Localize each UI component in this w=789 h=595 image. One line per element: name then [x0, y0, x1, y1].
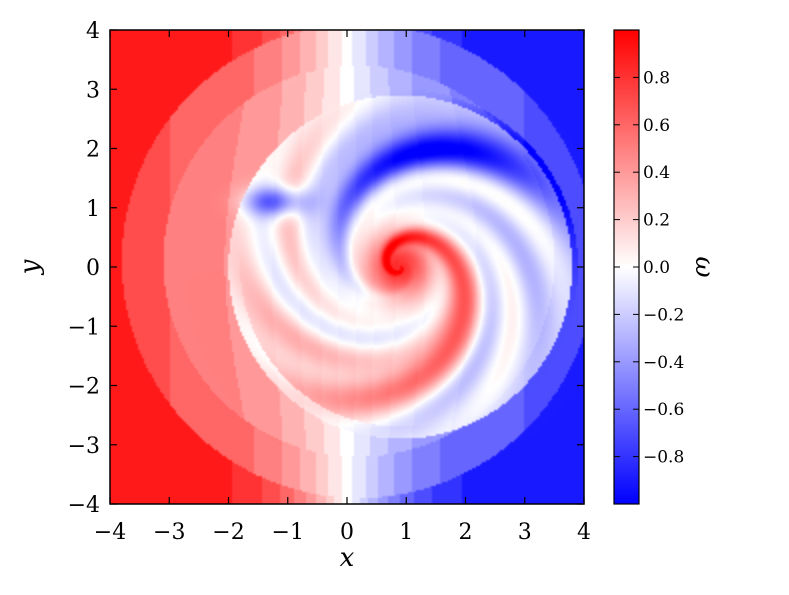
y-tick-label: 4: [86, 19, 100, 44]
y-tick-label: 0: [86, 256, 100, 281]
x-tick-label: 2: [459, 520, 473, 545]
colorbar-tick-label: 0.2: [643, 211, 670, 231]
y-tick-label: 3: [86, 78, 100, 103]
colorbar-label: ω: [689, 256, 719, 277]
colorbar-tick-label: −0.6: [643, 400, 684, 420]
x-tick-label: −2: [212, 520, 244, 545]
y-tick-label: −1: [68, 315, 100, 340]
x-tick-label: 3: [518, 520, 532, 545]
y-axis: −4 −3 −2 −1 0 1 2 3 4: [68, 19, 584, 518]
x-tick-label: 4: [577, 520, 591, 545]
x-axis: −4 −3 −2 −1 0 1 2 3 4: [94, 30, 591, 545]
x-tick-label: −3: [153, 520, 185, 545]
y-axis-label: y: [15, 259, 45, 275]
y-tick-label: 1: [86, 197, 100, 222]
x-tick-label: 0: [340, 520, 354, 545]
x-tick-label: −1: [272, 520, 304, 545]
colorbar-tick-label: 0.0: [643, 258, 670, 278]
colorbar-tick-label: 0.8: [643, 68, 670, 88]
y-tick-label: 2: [86, 138, 100, 163]
colorbar-axis: 0.8 0.6 0.4 0.2 0.0 −0.2 −0.4 −0.6 −0.8: [614, 68, 684, 468]
colorbar-tick-label: 0.4: [643, 163, 670, 183]
y-tick-label: −2: [68, 375, 100, 400]
colorbar-tick-label: −0.4: [643, 353, 684, 373]
vorticity-field-image: [110, 30, 584, 504]
colorbar-tick-label: −0.2: [643, 305, 684, 325]
heatmap-area: [110, 30, 584, 504]
colorbar-tick-label: 0.6: [643, 116, 670, 136]
colorbar-tick-label: −0.8: [643, 448, 684, 468]
x-tick-label: −4: [94, 520, 126, 545]
y-tick-label: −3: [68, 434, 100, 459]
x-axis-label: x: [340, 543, 355, 573]
x-tick-label: 1: [399, 520, 413, 545]
y-tick-label: −4: [68, 493, 100, 518]
